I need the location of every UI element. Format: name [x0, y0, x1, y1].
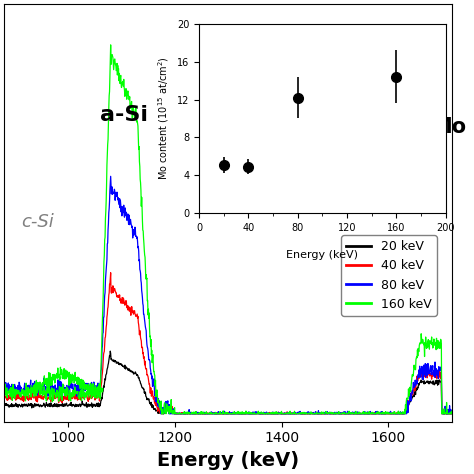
80 keV	[158, 411, 164, 417]
80 keV	[61, 383, 66, 388]
160 keV	[237, 411, 243, 417]
40 keV	[77, 392, 82, 398]
160 keV	[1, 393, 7, 399]
40 keV	[108, 270, 113, 275]
40 keV	[237, 410, 243, 416]
80 keV	[108, 173, 113, 179]
20 keV	[161, 411, 166, 417]
Line: 40 keV: 40 keV	[4, 273, 452, 414]
40 keV	[61, 394, 66, 400]
160 keV	[449, 408, 455, 414]
80 keV	[237, 410, 243, 416]
Y-axis label: Mo content (10$^{15}$ at/cm$^{2}$): Mo content (10$^{15}$ at/cm$^{2}$)	[156, 56, 172, 181]
Legend: 20 keV, 40 keV, 80 keV, 160 keV: 20 keV, 40 keV, 80 keV, 160 keV	[341, 235, 437, 316]
160 keV	[196, 410, 202, 415]
20 keV	[153, 406, 158, 412]
160 keV	[108, 42, 113, 48]
20 keV	[237, 411, 243, 417]
Line: 20 keV: 20 keV	[4, 351, 452, 414]
20 keV	[449, 410, 455, 415]
80 keV	[1, 388, 7, 394]
80 keV	[153, 399, 158, 404]
40 keV	[159, 411, 164, 417]
80 keV	[196, 411, 202, 417]
X-axis label: Energy (keV): Energy (keV)	[157, 451, 299, 470]
Line: 160 keV: 160 keV	[4, 45, 452, 414]
160 keV	[247, 409, 253, 415]
40 keV	[153, 402, 158, 408]
20 keV	[247, 411, 253, 417]
40 keV	[196, 410, 202, 416]
160 keV	[77, 394, 82, 400]
40 keV	[449, 411, 455, 417]
160 keV	[153, 377, 158, 383]
160 keV	[61, 390, 66, 395]
Line: 80 keV: 80 keV	[4, 176, 452, 414]
40 keV	[247, 411, 253, 417]
80 keV	[449, 411, 455, 417]
X-axis label: Energy (keV): Energy (keV)	[286, 250, 358, 260]
20 keV	[1, 402, 7, 408]
20 keV	[108, 348, 113, 354]
Text: a-Si: a-Si	[100, 105, 148, 125]
Text: Mo: Mo	[431, 117, 466, 137]
Text: c-Si: c-Si	[21, 212, 54, 230]
160 keV	[159, 411, 164, 417]
20 keV	[77, 401, 82, 407]
40 keV	[1, 394, 7, 400]
20 keV	[196, 411, 202, 417]
80 keV	[77, 388, 82, 393]
80 keV	[247, 410, 253, 416]
20 keV	[61, 401, 66, 407]
